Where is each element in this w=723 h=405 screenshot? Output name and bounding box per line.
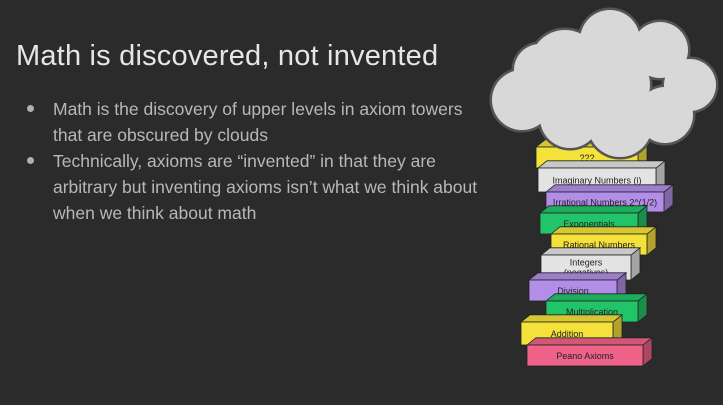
tower-block-label: Imaginary Numbers (i) (552, 176, 641, 186)
tower-blocks: ??? Imaginary Numbers (i) Irrational Numbe… (519, 138, 675, 367)
tower-block-label: Integers (570, 258, 603, 268)
tower-block-label: Exponentials (563, 219, 615, 229)
bullet-list: Math is the discovery of upper levels in… (24, 96, 484, 226)
slide-title: Math is discovered, not invented (16, 40, 439, 72)
bullet-item: Math is the discovery of upper levels in… (24, 96, 484, 148)
tower-block-label: Multiplication (566, 307, 618, 317)
tower-block-label: ??? (579, 153, 594, 163)
cloud-icon (489, 7, 719, 160)
tower-block-label: Addition (551, 329, 584, 339)
tower-block-label: Peano Axioms (556, 351, 614, 361)
tower-block-label: Irrational Numbers 2^(1/2) (553, 198, 657, 208)
bullet-item: Technically, axioms are “invented” in th… (24, 148, 484, 226)
tower-block-label: Division (557, 286, 589, 296)
tower-block-label: Rational Numbers (563, 240, 636, 250)
tower-block: Peano Axioms (525, 336, 654, 367)
